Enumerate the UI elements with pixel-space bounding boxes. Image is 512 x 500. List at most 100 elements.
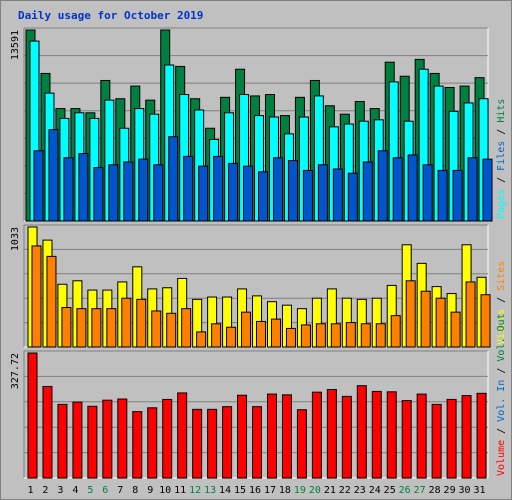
legend-item: Hits: [496, 99, 507, 123]
bar-kbytes-day-24: [371, 390, 382, 479]
legend-item: Vol. Out: [496, 313, 507, 361]
x-tick-label: 11: [174, 485, 186, 496]
bar-kbytes-day-21: [326, 389, 337, 479]
bar-pages-day-27: [422, 164, 433, 222]
bar-kbytes-day-12: [192, 408, 203, 479]
legend-item: Pages: [496, 189, 507, 219]
x-tick-label: 31: [473, 485, 485, 496]
x-tick-label: 2: [42, 485, 48, 496]
chart-title: Daily usage for October 2019: [18, 9, 203, 22]
bar-sites-day-26: [405, 280, 416, 348]
x-tick-label: 6: [102, 485, 108, 496]
bar-kbytes-day-14: [222, 406, 233, 479]
bar-sites-day-10: [166, 312, 177, 348]
legend-separator: /: [496, 362, 507, 380]
bar-kbytes-day-10: [162, 398, 173, 479]
x-tick-label: 23: [354, 485, 366, 496]
panel-bottom: 327.72: [10, 350, 489, 479]
bar-pages-day-28: [437, 169, 448, 222]
x-tick-label: 17: [264, 485, 276, 496]
bar-pages-day-3: [63, 157, 74, 222]
bar-kbytes-day-31: [476, 392, 487, 479]
x-tick-label: 18: [279, 485, 291, 496]
x-tick-label: 22: [339, 485, 351, 496]
bar-pages-day-9: [153, 164, 164, 222]
bar-sites-day-3: [61, 307, 72, 348]
series-pages: [33, 129, 493, 222]
bar-pages-day-16: [258, 171, 269, 222]
legend-item: Files: [496, 141, 507, 171]
y-max-label: 1033: [10, 227, 21, 251]
bar-kbytes-day-8: [132, 411, 143, 479]
bar-kbytes-day-19: [296, 409, 307, 479]
bar-pages-day-24: [377, 150, 388, 222]
bar-pages-day-12: [198, 165, 209, 222]
x-tick-label: 28: [429, 485, 441, 496]
bar-kbytes-day-17: [266, 393, 277, 479]
x-tick-label: 1: [27, 485, 33, 496]
bar-kbytes-day-27: [416, 393, 427, 479]
x-tick-label: 30: [459, 485, 471, 496]
bar-kbytes-day-3: [57, 403, 68, 479]
x-tick-label: 4: [72, 485, 78, 496]
legend-middle-text: Visits / Sites: [496, 261, 507, 345]
x-tick-label: 12: [189, 485, 201, 496]
bar-pages-day-4: [78, 153, 89, 222]
bar-kbytes-day-25: [386, 391, 397, 479]
x-tick-label: 5: [87, 485, 93, 496]
bar-kbytes-day-11: [177, 392, 188, 479]
legend-bottom-text: Volume / Vol. In / Vol. Out: [496, 313, 507, 476]
x-tick-label: 25: [384, 485, 396, 496]
legend-top-text: Pages / Files / Hits: [496, 99, 507, 219]
bar-sites-day-5: [91, 308, 102, 348]
bar-sites-day-4: [76, 308, 87, 348]
bar-pages-day-22: [347, 172, 358, 222]
bar-kbytes-day-22: [341, 395, 352, 479]
bar-pages-day-21: [332, 168, 343, 222]
bar-pages-day-15: [243, 165, 254, 222]
x-tick-label: 24: [369, 485, 381, 496]
x-tick-label: 10: [159, 485, 171, 496]
panel-top: 13591: [10, 27, 493, 222]
bar-pages-day-17: [272, 157, 283, 222]
bar-pages-day-6: [108, 164, 119, 222]
x-tick-label: 9: [147, 485, 153, 496]
legend-item: Vol. In: [496, 380, 507, 422]
x-tick-label: 20: [309, 485, 321, 496]
bar-kbytes-day-4: [72, 401, 83, 479]
x-tick-label: 13: [204, 485, 216, 496]
bar-pages-day-26: [407, 154, 418, 222]
x-tick-label: 27: [414, 485, 426, 496]
bar-sites-day-9: [151, 310, 162, 348]
x-tick-label: 26: [399, 485, 411, 496]
legend-item: Volume: [496, 440, 507, 476]
legend-bottom: Volume / Vol. In / Vol. Out: [496, 313, 507, 476]
bar-pages-day-8: [138, 158, 149, 222]
bar-sites-day-6: [106, 308, 117, 348]
legend-separator: /: [496, 171, 507, 189]
legend-separator: /: [496, 422, 507, 440]
bar-kbytes-day-13: [207, 408, 218, 479]
bar-sites-day-1: [31, 245, 42, 348]
bar-sites-day-24: [375, 323, 386, 348]
bar-sites-day-18: [285, 327, 296, 348]
y-max-label: 13591: [10, 30, 21, 60]
bar-sites-day-19: [300, 324, 311, 348]
bar-sites-day-25: [390, 315, 401, 348]
bar-sites-day-16: [256, 320, 267, 348]
bar-sites-day-31: [480, 294, 491, 348]
bar-sites-day-11: [181, 308, 192, 348]
bar-kbytes-day-5: [87, 405, 98, 479]
x-tick-label: 15: [234, 485, 246, 496]
bar-sites-day-28: [435, 297, 446, 348]
bar-kbytes-day-20: [311, 391, 322, 479]
bar-pages-day-31: [482, 158, 493, 222]
bar-pages-day-20: [317, 164, 328, 222]
bar-sites-day-22: [345, 322, 356, 348]
bar-pages-day-14: [228, 162, 239, 222]
bar-pages-day-30: [467, 157, 478, 222]
bar-sites-day-12: [196, 331, 207, 348]
bar-sites-day-21: [330, 323, 341, 348]
x-tick-label: 14: [219, 485, 231, 496]
